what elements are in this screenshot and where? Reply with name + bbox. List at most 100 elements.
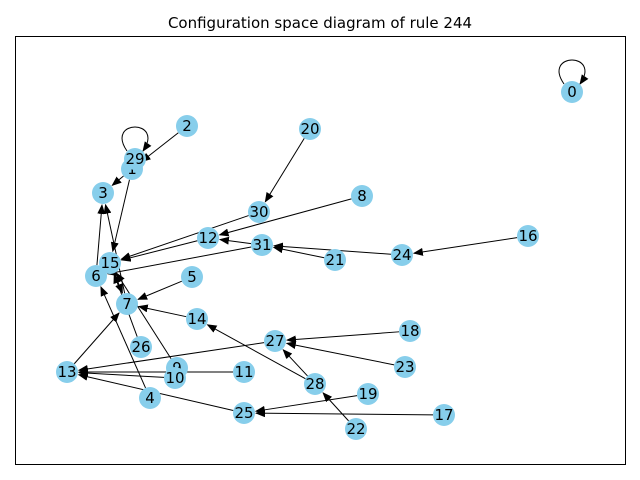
node-19: 19 xyxy=(357,383,379,405)
node-13: 13 xyxy=(56,361,78,383)
node-label-7: 7 xyxy=(122,295,132,313)
node-label-22: 22 xyxy=(346,420,365,438)
edge-10-to-13 xyxy=(77,369,165,378)
edge-17-to-25 xyxy=(254,409,434,418)
node-label-26: 26 xyxy=(131,338,150,356)
edge-22-to-28 xyxy=(322,392,349,422)
node-circle-19 xyxy=(357,383,379,405)
node-18: 18 xyxy=(399,320,421,342)
edge-2-to-1 xyxy=(140,132,179,163)
edge-18-to-27 xyxy=(285,331,400,344)
node-7: 7 xyxy=(116,293,138,315)
node-circle-6 xyxy=(85,265,107,287)
node-11: 11 xyxy=(233,361,255,383)
node-circle-4 xyxy=(139,387,161,409)
node-circle-14 xyxy=(186,308,208,330)
node-circle-16 xyxy=(517,225,539,247)
edge-4-to-6 xyxy=(100,286,147,389)
node-label-3: 3 xyxy=(98,184,108,202)
node-12: 12 xyxy=(197,227,219,249)
node-31: 31 xyxy=(251,234,273,256)
node-label-31: 31 xyxy=(252,236,271,254)
node-label-19: 19 xyxy=(358,385,377,403)
node-label-4: 4 xyxy=(145,389,155,407)
edge-12-to-15 xyxy=(120,240,198,262)
node-16: 16 xyxy=(517,225,539,247)
edge-6-to-3 xyxy=(96,203,106,266)
node-label-25: 25 xyxy=(234,404,253,422)
edge-20-to-30 xyxy=(264,138,305,203)
node-circle-29 xyxy=(124,148,146,170)
node-circle-22 xyxy=(345,418,367,440)
node-circle-15 xyxy=(99,252,121,274)
edge-16-to-24 xyxy=(412,237,518,256)
node-circle-8 xyxy=(351,185,373,207)
chart-title: Configuration space diagram of rule 244 xyxy=(168,14,472,32)
node-label-6: 6 xyxy=(91,267,101,285)
node-label-0: 0 xyxy=(567,83,577,101)
node-label-16: 16 xyxy=(518,227,537,245)
node-label-29: 29 xyxy=(125,150,144,168)
edges-layer xyxy=(73,59,589,422)
edge-27-to-13 xyxy=(77,342,265,373)
node-circle-28 xyxy=(304,373,326,395)
node-25: 25 xyxy=(233,402,255,424)
node-label-21: 21 xyxy=(325,251,344,269)
node-10: 10 xyxy=(164,367,186,389)
node-circle-25 xyxy=(233,402,255,424)
node-15: 15 xyxy=(99,252,121,274)
node-29: 29 xyxy=(124,148,146,170)
node-5: 5 xyxy=(181,266,203,288)
node-label-8: 8 xyxy=(357,187,367,205)
node-0: 0 xyxy=(561,81,583,103)
node-label-13: 13 xyxy=(57,363,76,381)
node-label-17: 17 xyxy=(434,406,453,424)
node-circle-5 xyxy=(181,266,203,288)
node-label-12: 12 xyxy=(198,229,217,247)
node-circle-26 xyxy=(130,336,152,358)
node-24: 24 xyxy=(391,244,413,266)
node-circle-27 xyxy=(264,330,286,352)
edge-23-to-27 xyxy=(285,341,395,366)
node-label-10: 10 xyxy=(165,369,184,387)
edge-28-to-27 xyxy=(282,349,308,377)
node-label-18: 18 xyxy=(400,322,419,340)
node-label-27: 27 xyxy=(265,332,284,350)
plot-frame xyxy=(15,36,626,465)
edge-19-to-25 xyxy=(254,395,358,414)
node-label-23: 23 xyxy=(395,358,414,376)
node-label-14: 14 xyxy=(187,310,206,328)
node-2: 2 xyxy=(176,115,198,137)
node-27: 27 xyxy=(264,330,286,352)
node-8: 8 xyxy=(351,185,373,207)
node-22: 22 xyxy=(345,418,367,440)
edge-30-to-15 xyxy=(120,215,249,260)
node-circle-24 xyxy=(391,244,413,266)
edge-1-to-3 xyxy=(111,175,124,186)
edge-13-to-7 xyxy=(73,312,120,365)
node-circle-12 xyxy=(197,227,219,249)
edge-7-to-3 xyxy=(103,203,126,294)
node-circle-0 xyxy=(561,81,583,103)
node-label-15: 15 xyxy=(100,254,119,272)
node-circle-21 xyxy=(324,249,346,271)
node-21: 21 xyxy=(324,249,346,271)
edge-28-to-14 xyxy=(206,324,306,380)
node-circle-30 xyxy=(248,201,270,223)
node-circle-13 xyxy=(56,361,78,383)
node-label-28: 28 xyxy=(305,375,324,393)
node-circle-7 xyxy=(116,293,138,315)
node-6: 6 xyxy=(85,265,107,287)
edge-8-to-12 xyxy=(218,198,352,237)
node-circle-3 xyxy=(92,182,114,204)
node-circle-17 xyxy=(433,404,455,426)
node-30: 30 xyxy=(248,201,270,223)
node-26: 26 xyxy=(130,336,152,358)
edge-5-to-7 xyxy=(137,280,183,300)
edge-31-to-6 xyxy=(106,246,252,277)
node-label-30: 30 xyxy=(249,203,268,221)
node-3: 3 xyxy=(92,182,114,204)
node-circle-31 xyxy=(251,234,273,256)
node-circle-23 xyxy=(394,356,416,378)
